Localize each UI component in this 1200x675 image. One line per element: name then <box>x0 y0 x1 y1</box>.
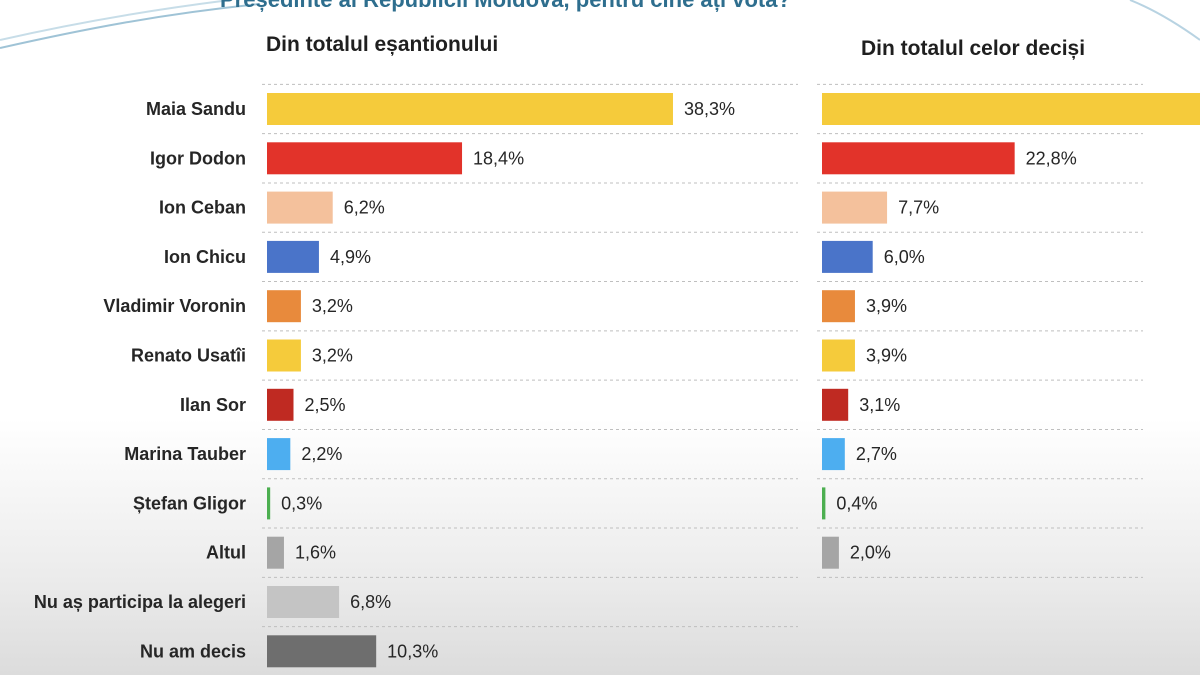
bar <box>822 339 855 372</box>
data-label: 3,9% <box>866 346 907 366</box>
data-label: 2,2% <box>301 444 342 464</box>
bar <box>822 142 1015 175</box>
data-label: 3,2% <box>312 346 353 366</box>
data-label: 0,4% <box>836 493 877 513</box>
data-label: 4,9% <box>330 247 371 267</box>
bar <box>822 240 873 273</box>
category-label: Maia Sandu <box>146 99 246 119</box>
bar <box>267 290 301 323</box>
category-label: Ștefan Gligor <box>133 493 246 513</box>
category-label: Ion Ceban <box>159 198 246 218</box>
bar <box>267 438 291 471</box>
bar <box>267 93 673 125</box>
data-label: 7,7% <box>898 198 939 218</box>
data-label: 10,3% <box>387 641 438 661</box>
right-panel-title: Din totalul celor deciși <box>861 37 1086 60</box>
bar <box>267 191 333 224</box>
bar <box>267 142 463 175</box>
data-label: 0,3% <box>281 493 322 513</box>
bar <box>822 290 855 323</box>
data-label: 1,6% <box>295 543 336 563</box>
bar <box>267 240 319 273</box>
data-label: 38,3% <box>684 99 735 119</box>
bar <box>822 536 839 569</box>
bar <box>267 536 284 569</box>
bar <box>267 339 301 372</box>
data-label: 6,8% <box>350 592 391 612</box>
category-label: Renato Usatîi <box>131 346 246 366</box>
data-label: 6,2% <box>344 198 385 218</box>
category-label: Igor Dodon <box>150 148 246 168</box>
bar <box>822 487 826 520</box>
category-label: Nu am decis <box>140 641 246 661</box>
bar <box>267 487 271 520</box>
bar <box>822 388 849 421</box>
data-label: 2,7% <box>856 444 897 464</box>
data-label: 2,0% <box>850 543 891 563</box>
data-label: 3,1% <box>859 395 900 415</box>
data-label: 6,0% <box>884 247 925 267</box>
data-label: 18,4% <box>473 148 524 168</box>
bar <box>822 93 1200 125</box>
data-label: 3,2% <box>312 296 353 316</box>
category-label: Marina Tauber <box>124 444 246 464</box>
bar <box>267 586 340 618</box>
category-label: Nu aș participa la alegeri <box>34 592 246 612</box>
category-label: Ilan Sor <box>180 395 246 415</box>
category-label: Ion Chicu <box>164 247 246 267</box>
data-label: 22,8% <box>1026 148 1077 168</box>
bar <box>822 438 845 471</box>
bar <box>267 388 294 421</box>
data-label: 2,5% <box>305 395 346 415</box>
category-label: Vladimir Voronin <box>103 296 246 316</box>
left-panel-title: Din totalul eșantionului <box>266 33 499 56</box>
chart-main-title: Președinte al Republicii Moldova, pentru… <box>220 0 1020 13</box>
category-label: Altul <box>206 543 246 563</box>
bar <box>267 635 377 668</box>
data-label: 3,9% <box>866 296 907 316</box>
bar <box>822 191 888 224</box>
